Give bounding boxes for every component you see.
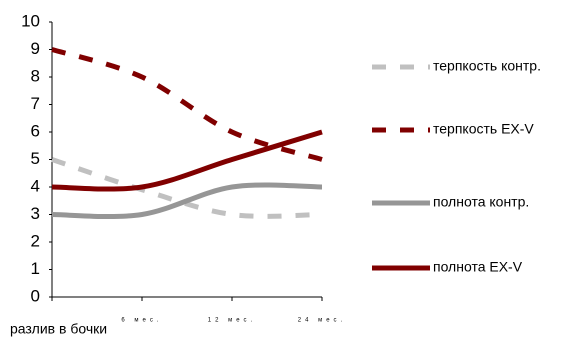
y-tick-label: 7 [31,94,40,113]
y-tick-label: 0 [31,286,40,305]
legend-label: полнота контр. [433,194,529,210]
y-tick-label: 10 [21,11,40,30]
x-tick-label: 12 мес. [208,318,256,324]
y-tick-label: 3 [31,204,40,223]
series-line [51,47,323,162]
y-tick-label: 4 [31,176,40,195]
series-line [51,157,323,219]
y-tick-label: 1 [31,259,40,278]
y-tick-label: 5 [31,149,40,168]
x-tick-label: разлив в бочки [10,321,107,337]
legend-label: терпкость EX-V [433,121,534,137]
series-line [51,182,323,220]
series-line [51,129,323,192]
x-tick-label: 24 мес. [298,318,346,324]
legend-label: полнота EX-V [433,259,523,275]
y-tick-label: 2 [31,231,40,250]
x-tick-label: 6 мес. [121,318,162,324]
legend-label: терпкость контр. [433,58,541,74]
y-tick-label: 6 [31,121,40,140]
y-tick-label: 8 [31,66,40,85]
y-tick-label: 9 [31,39,40,58]
